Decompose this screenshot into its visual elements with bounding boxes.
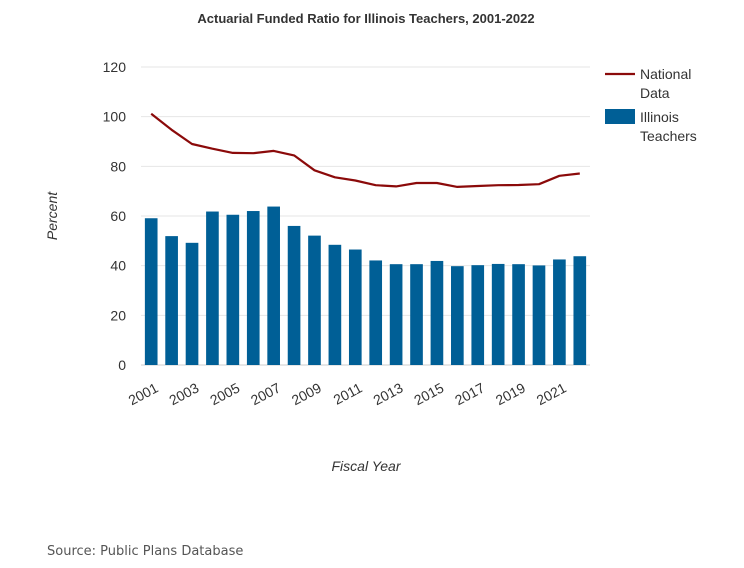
legend-item-national-data: National Data <box>605 66 691 101</box>
x-axis-ticks: 2001 2003 2005 2007 2009 2011 2013 2015 2017 2019… <box>126 379 569 408</box>
x-tick-label: 2011 <box>331 379 365 407</box>
x-tick-label: 2007 <box>248 379 283 408</box>
y-tick-label: 60 <box>110 208 126 224</box>
y-tick-label: 40 <box>110 258 126 274</box>
x-tick-label: 2013 <box>371 379 406 408</box>
bar <box>246 211 260 365</box>
bar-series <box>144 206 587 365</box>
legend: National Data Illinois Teachers <box>605 66 697 144</box>
bar <box>165 236 178 365</box>
y-axis-label: Percent <box>44 191 60 240</box>
x-tick-label: 2009 <box>289 379 324 408</box>
line-series <box>150 112 580 188</box>
bar <box>451 266 464 365</box>
bar <box>206 211 219 365</box>
y-tick-label: 0 <box>118 357 126 373</box>
legend-label-illinois-teachers: Illinois Teachers <box>640 109 697 144</box>
bar <box>144 218 158 365</box>
bar <box>389 264 403 365</box>
x-tick-label: 2005 <box>207 379 242 408</box>
bar <box>491 263 505 365</box>
x-tick-label: 2015 <box>411 379 446 408</box>
bar <box>287 225 301 365</box>
x-tick-label: 2003 <box>166 379 201 408</box>
bar <box>185 242 199 365</box>
bar <box>410 264 423 365</box>
bar <box>328 244 342 365</box>
bar <box>430 260 444 365</box>
bar <box>369 260 383 365</box>
x-tick-label: 2017 <box>452 379 487 408</box>
bar <box>553 259 566 365</box>
bar <box>226 214 240 365</box>
bar <box>532 265 546 365</box>
y-tick-label: 120 <box>103 59 127 75</box>
x-tick-label: 2001 <box>126 379 161 408</box>
bar <box>471 265 485 365</box>
x-tick-label: 2021 <box>534 379 569 408</box>
y-tick-label: 80 <box>110 158 126 174</box>
x-axis-label: Fiscal Year <box>332 458 402 474</box>
legend-swatch-bar <box>605 109 635 124</box>
bar <box>267 206 280 365</box>
y-tick-label: 100 <box>103 109 127 125</box>
legend-item-illinois-teachers: Illinois Teachers <box>605 109 697 144</box>
bar <box>308 235 321 365</box>
bar <box>573 256 587 365</box>
source-note: Source: Public Plans Database <box>47 544 244 559</box>
legend-label-national-data: National Data <box>640 66 691 101</box>
national-data-line <box>150 112 580 188</box>
chart-title: Actuarial Funded Ratio for Illinois Teac… <box>197 11 534 26</box>
y-tick-label: 20 <box>110 307 126 323</box>
bar <box>512 264 525 365</box>
x-tick-label: 2019 <box>493 379 528 408</box>
y-axis-ticks: 0 20 40 60 80 100 120 <box>103 59 127 373</box>
bar <box>348 249 362 365</box>
